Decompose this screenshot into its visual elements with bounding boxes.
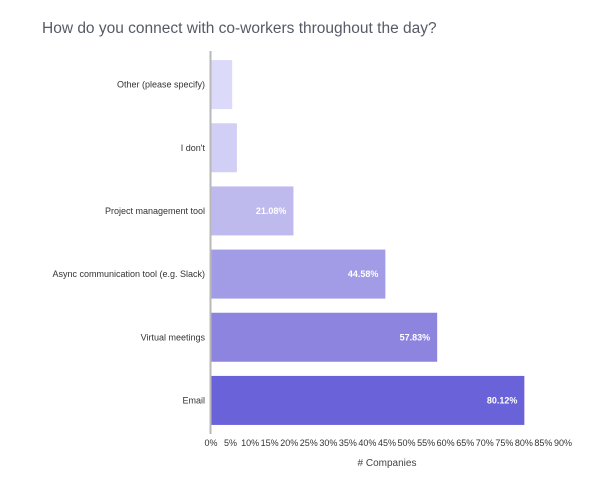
x-tick-label-3: 15% [261,438,279,448]
data-label-5: 80.12% [487,395,518,405]
bars-layer: 21.08% 44.58% 57.83% 80.12% [211,60,525,425]
x-tick-label-11: 55% [417,438,435,448]
data-label-3: 44.58% [348,269,379,279]
bar-4 [211,312,438,362]
bar-2 [211,186,294,236]
x-tick-label-4: 20% [280,438,298,448]
x-tick-label-8: 40% [358,438,376,448]
x-tick-label-7: 35% [339,438,357,448]
x-tick-label-18: 90% [554,438,572,448]
category-labels: Other (please specify) I don't Project man… [52,80,205,406]
bar-3 [211,249,386,299]
x-tick-label-2: 10% [241,438,259,448]
bar-1 [211,123,237,173]
x-tick-label-15: 75% [495,438,513,448]
category-label-1: I don't [181,143,206,153]
x-tick-label-6: 30% [319,438,337,448]
chart-title: How do you connect with co-workers throu… [42,20,437,37]
x-tick-label-12: 60% [437,438,455,448]
x-axis-title: # Companies [358,458,417,469]
x-tick-label-0: 0% [204,438,217,448]
x-tick-label-10: 50% [398,438,416,448]
x-tick-label-16: 80% [515,438,533,448]
category-label-3: Async communication tool (e.g. Slack) [52,269,205,279]
category-label-2: Project management tool [105,206,205,216]
bar-0 [211,60,233,110]
x-tick-label-14: 70% [476,438,494,448]
x-tick-label-5: 25% [300,438,318,448]
x-tick-label-9: 45% [378,438,396,448]
data-label-2: 21.08% [256,206,287,216]
x-tick-label-13: 65% [456,438,474,448]
x-tick-label-17: 85% [534,438,552,448]
category-label-5: Email [182,395,205,405]
data-label-4: 57.83% [400,332,431,342]
bar-5 [211,375,525,425]
x-tick-label-1: 5% [224,438,237,448]
category-label-0: Other (please specify) [117,80,205,90]
category-label-4: Virtual meetings [141,332,206,342]
x-axis-ticks: 0% 5% 10% 15% 20% 25% 30% 35% 40% 45% 50% 55% 60% 65%… [204,438,572,448]
